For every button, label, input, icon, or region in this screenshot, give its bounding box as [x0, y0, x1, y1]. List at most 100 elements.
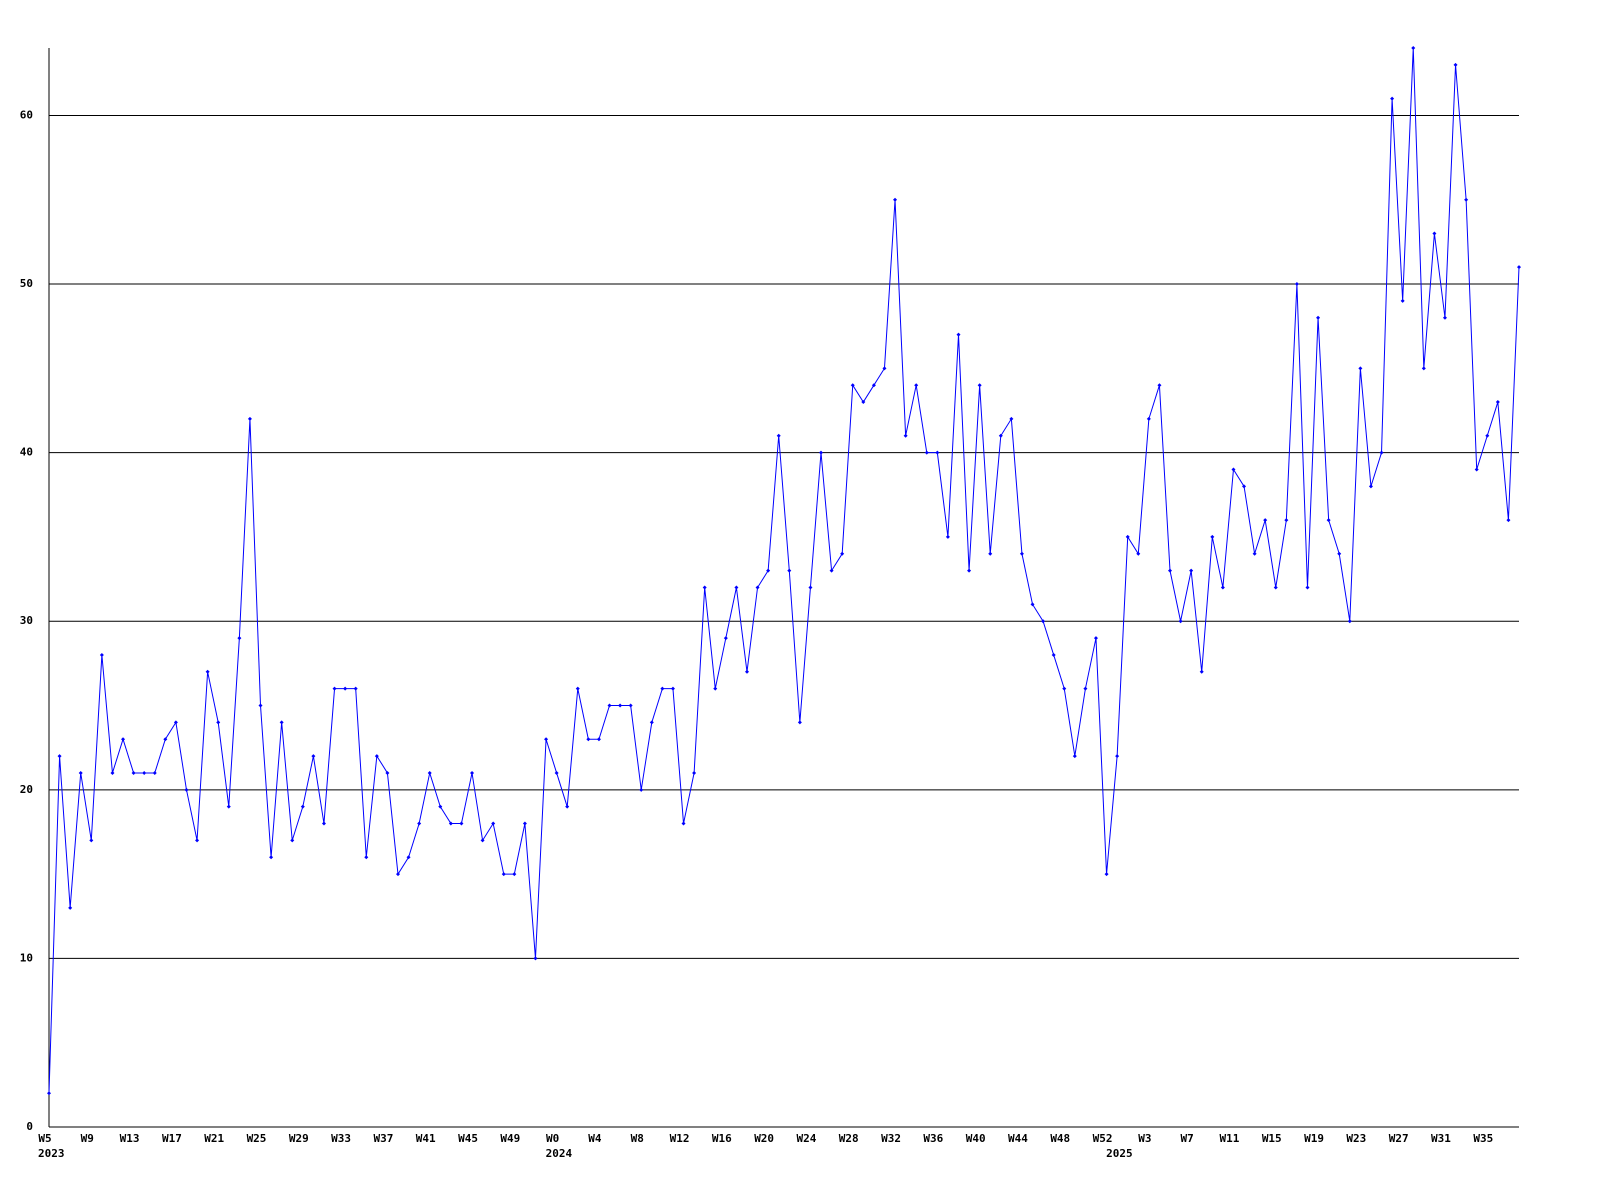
data-point: [300, 804, 305, 809]
x-tick-label: W19: [1304, 1132, 1324, 1145]
data-point: [723, 636, 728, 641]
data-point: [734, 585, 739, 590]
data-point: [1495, 400, 1500, 405]
data-point: [914, 383, 919, 388]
data-point: [776, 433, 781, 438]
x-tick-label: W45: [458, 1132, 478, 1145]
x-tick-label: W35: [1473, 1132, 1493, 1145]
data-point: [47, 1091, 51, 1096]
y-tick-label: 10: [20, 951, 33, 964]
x-tick-label: W16: [712, 1132, 732, 1145]
data-point: [195, 838, 200, 843]
data-point: [427, 770, 432, 775]
x-tick-label: W29: [289, 1132, 309, 1145]
data-point: [1485, 433, 1490, 438]
data-point: [649, 720, 654, 725]
data-point: [1009, 416, 1014, 421]
x-tick-label: W20: [754, 1132, 774, 1145]
data-point: [205, 669, 210, 674]
x-group-label: 2023: [38, 1147, 65, 1160]
data-point: [395, 872, 400, 877]
x-tick-label: W48: [1050, 1132, 1070, 1145]
data-point: [829, 568, 834, 573]
data-point: [385, 770, 390, 775]
data-point: [1400, 298, 1405, 303]
data-point: [459, 821, 464, 826]
data-point: [311, 754, 316, 759]
data-point: [247, 416, 252, 421]
data-point: [935, 450, 940, 455]
data-point: [977, 383, 982, 388]
data-point: [1379, 450, 1384, 455]
x-tick-label: W23: [1346, 1132, 1366, 1145]
x-tick-label: W8: [631, 1132, 644, 1145]
data-point: [480, 838, 485, 843]
data-point: [1517, 265, 1521, 270]
data-point: [131, 770, 136, 775]
x-tick-label: W31: [1431, 1132, 1451, 1145]
series-line: [48, 47, 1520, 1094]
data-point: [755, 585, 760, 590]
x-tick-label: W21: [204, 1132, 224, 1145]
data-point: [713, 686, 718, 691]
data-point: [374, 754, 379, 759]
data-point: [226, 804, 231, 809]
data-point: [702, 585, 707, 590]
x-group-label: 2024: [546, 1147, 573, 1160]
x-tick-label: W3: [1138, 1132, 1151, 1145]
data-point: [438, 804, 443, 809]
data-point: [269, 855, 274, 860]
data-point: [1368, 484, 1373, 489]
data-point: [121, 737, 126, 742]
data-point: [1474, 467, 1479, 472]
data-point: [1189, 568, 1194, 573]
data-point: [1199, 669, 1204, 674]
data-point: [1273, 585, 1278, 590]
data-point: [1104, 872, 1109, 877]
x-tick-label: W12: [670, 1132, 690, 1145]
y-tick-label: 0: [26, 1120, 33, 1133]
data-point: [1242, 484, 1247, 489]
data-point: [1030, 602, 1035, 607]
x-tick-label: W7: [1181, 1132, 1194, 1145]
x-tick-label: W4: [588, 1132, 602, 1145]
data-point: [1337, 551, 1342, 556]
data-point: [1157, 383, 1162, 388]
data-point: [565, 804, 570, 809]
x-tick-label: W0: [546, 1132, 559, 1145]
data-point: [1083, 686, 1088, 691]
data-point: [1062, 686, 1067, 691]
x-tick-label: W5: [38, 1132, 51, 1145]
data-point: [152, 770, 157, 775]
data-point: [1072, 754, 1077, 759]
data-point: [1252, 551, 1257, 556]
data-point: [417, 821, 422, 826]
data-point: [470, 770, 475, 775]
x-tick-label: W28: [839, 1132, 859, 1145]
data-point: [882, 366, 887, 371]
data-point: [660, 686, 665, 691]
data-point: [1390, 96, 1395, 101]
data-point: [998, 433, 1003, 438]
data-point: [1051, 652, 1056, 657]
x-group-label: 2025: [1106, 1147, 1133, 1160]
x-tick-label: W11: [1220, 1132, 1240, 1145]
data-point: [967, 568, 972, 573]
x-tick-label: W32: [881, 1132, 901, 1145]
x-tick-label: W17: [162, 1132, 182, 1145]
data-point: [618, 703, 623, 708]
data-point: [607, 703, 612, 708]
data-point: [861, 400, 866, 405]
data-point: [353, 686, 358, 691]
data-point: [903, 433, 908, 438]
data-point: [744, 669, 749, 674]
x-tick-label: W52: [1093, 1132, 1113, 1145]
x-tick-label: W37: [373, 1132, 393, 1145]
x-tick-label: W49: [500, 1132, 520, 1145]
data-point: [554, 770, 559, 775]
data-point: [491, 821, 496, 826]
data-point: [522, 821, 527, 826]
data-point: [321, 821, 326, 826]
x-tick-label: W13: [120, 1132, 140, 1145]
